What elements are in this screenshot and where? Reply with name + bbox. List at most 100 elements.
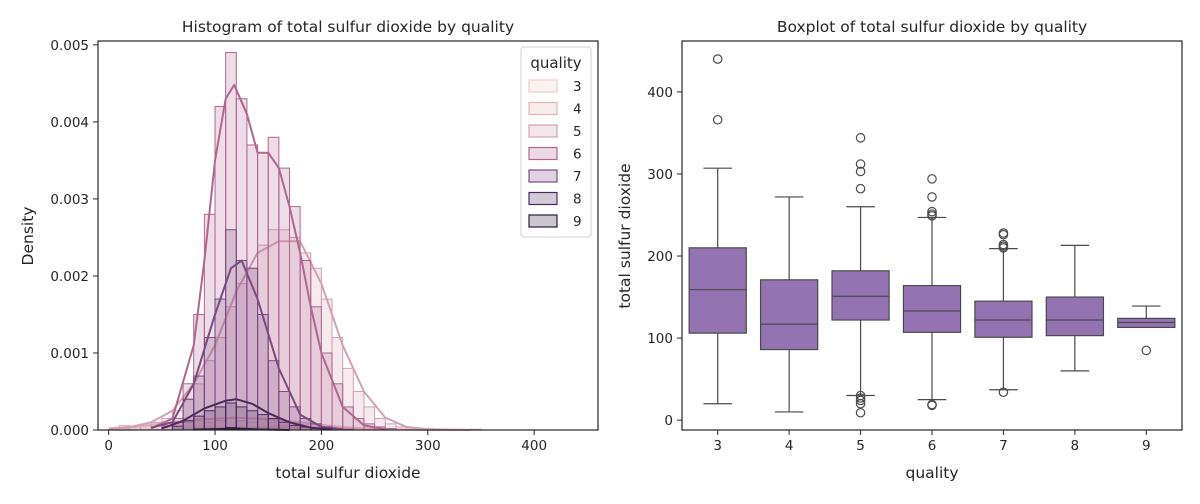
x-tick-label: 5 xyxy=(856,438,865,454)
histogram-bar xyxy=(182,420,195,431)
box-quality-9 xyxy=(1117,305,1176,356)
x-tick-label: 7 xyxy=(999,438,1008,454)
histogram-bar xyxy=(278,167,290,431)
outlier-point xyxy=(998,243,1009,253)
histogram-title: Histogram of total sulfur dioxide by qua… xyxy=(182,18,514,36)
iqr-box xyxy=(831,270,890,321)
y-tick-label: 0.000 xyxy=(50,423,89,439)
box-quality-6 xyxy=(902,174,962,411)
histogram-bar xyxy=(193,415,205,431)
x-tick-label: 100 xyxy=(202,438,228,454)
histogram-legend: quality 3 4 5 6 7 8 9 xyxy=(520,46,592,238)
legend-swatch-7 xyxy=(528,169,558,183)
outlier-point xyxy=(998,387,1009,398)
boxplot-x-axis-label: quality xyxy=(905,464,958,482)
x-tick-label: 300 xyxy=(415,438,441,454)
boxplot-y-ticks: 0 100 200 300 400 xyxy=(647,85,682,429)
histogram-bar xyxy=(214,406,227,431)
histogram-frame xyxy=(97,40,599,431)
histogram-bar xyxy=(267,417,280,431)
outlier-point xyxy=(1141,345,1152,356)
x-tick-label: 400 xyxy=(521,438,547,454)
histogram-panel: Histogram of total sulfur dioxide by qua… xyxy=(19,18,599,482)
histogram-bar xyxy=(246,410,259,431)
boxplot-x-ticks: 3 4 5 6 7 8 9 xyxy=(713,430,1151,454)
outlier-point xyxy=(855,398,866,409)
kde-line-6 xyxy=(150,83,386,431)
legend-frame xyxy=(520,46,592,238)
legend-swatch-9 xyxy=(528,214,558,228)
iqr-box xyxy=(974,300,1033,338)
outlier-point xyxy=(855,407,866,418)
legend-label-3: 3 xyxy=(573,79,582,95)
boxplot-title: Boxplot of total sulfur dioxide by quali… xyxy=(777,18,1087,36)
outlier-point xyxy=(855,393,866,403)
x-tick-label: 4 xyxy=(785,438,794,454)
y-tick-label: 0.001 xyxy=(50,346,89,362)
outlier-point xyxy=(712,114,723,125)
series-7-group xyxy=(150,229,354,431)
box-quality-4 xyxy=(759,196,819,413)
y-tick-label: 400 xyxy=(647,85,673,101)
x-tick-label: 3 xyxy=(713,438,722,454)
outlier-point xyxy=(855,133,866,143)
outlier-point xyxy=(855,395,866,406)
histogram-bar xyxy=(203,410,216,431)
legend-label-4: 4 xyxy=(573,102,582,118)
legend-label-8: 8 xyxy=(573,192,582,208)
legend-label-9: 9 xyxy=(573,214,582,230)
outlier-point xyxy=(927,400,937,411)
box-quality-7 xyxy=(974,228,1033,398)
legend-title: quality xyxy=(530,54,581,72)
histogram-bar xyxy=(235,406,248,431)
outlier-point xyxy=(927,211,937,221)
x-tick-label: 0 xyxy=(104,438,113,454)
box-quality-8 xyxy=(1045,244,1105,372)
legend-swatch-3 xyxy=(528,79,558,93)
y-tick-label: 0 xyxy=(664,413,673,429)
boxplot-y-axis-label: total sulfur dioxide xyxy=(616,163,634,308)
y-tick-label: 300 xyxy=(647,167,673,183)
iqr-box xyxy=(1045,296,1105,337)
iqr-box xyxy=(759,279,819,351)
outlier-point xyxy=(712,54,723,64)
x-tick-label: 8 xyxy=(1071,438,1080,454)
y-tick-label: 0.005 xyxy=(50,38,89,54)
outlier-point xyxy=(927,192,937,202)
legend-swatch-4 xyxy=(528,101,558,116)
histogram-bar xyxy=(140,424,152,431)
iqr-box xyxy=(688,247,747,334)
boxplot-panel: Boxplot of total sulfur dioxide by quali… xyxy=(616,18,1183,482)
box-quality-5 xyxy=(831,133,890,418)
legend-items: 3 4 5 6 7 8 9 xyxy=(528,79,582,230)
outlier-point xyxy=(927,206,937,217)
histogram-plot-area xyxy=(108,52,482,431)
outlier-point xyxy=(998,229,1009,240)
histogram-bar xyxy=(310,306,322,431)
histogram-y-ticks: 0.000 0.001 0.002 0.003 0.004 0.005 xyxy=(50,38,98,439)
box-quality-3 xyxy=(688,54,747,405)
kde-line-8 xyxy=(161,398,333,431)
y-tick-label: 100 xyxy=(647,331,673,347)
y-tick-label: 200 xyxy=(647,249,673,265)
legend-label-7: 7 xyxy=(573,169,582,185)
outlier-point xyxy=(855,183,866,194)
outlier-point xyxy=(855,166,866,177)
y-tick-label: 0.002 xyxy=(50,269,89,285)
boxplot-plot-area xyxy=(688,54,1176,418)
histogram-bar xyxy=(299,260,312,431)
kde-line-7 xyxy=(150,259,343,431)
y-tick-label: 0.004 xyxy=(50,115,89,131)
histogram-bar xyxy=(257,414,269,431)
x-tick-label: 200 xyxy=(309,438,335,454)
histogram-y-axis-label: Density xyxy=(19,207,37,266)
histogram-bar xyxy=(225,402,237,431)
legend-swatch-5 xyxy=(528,124,558,138)
outlier-point xyxy=(855,159,866,169)
legend-label-5: 5 xyxy=(573,124,582,140)
y-tick-label: 0.003 xyxy=(50,192,89,208)
histogram-x-axis-label: total sulfur dioxide xyxy=(275,464,420,482)
legend-swatch-6 xyxy=(528,146,558,161)
legend-label-6: 6 xyxy=(573,147,582,163)
